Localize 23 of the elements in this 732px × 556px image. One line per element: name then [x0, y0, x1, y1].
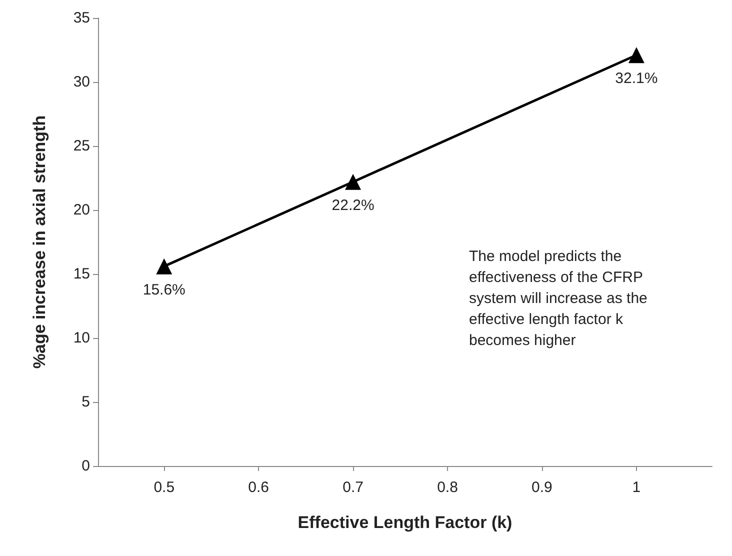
- y-tick-label: 10: [73, 330, 90, 346]
- y-tick-label: 15: [73, 266, 90, 282]
- point: [345, 174, 362, 190]
- data-label: 32.1%: [615, 70, 658, 88]
- point: [156, 258, 172, 274]
- x-tick-label: 0.5: [154, 479, 175, 496]
- y-tick-label: 25: [73, 138, 90, 154]
- point: [628, 47, 644, 64]
- y-tick-label: 20: [73, 202, 90, 218]
- x-tick-label: 0.8: [437, 479, 458, 496]
- y-tick-label: 0: [82, 458, 90, 474]
- y-tick-label: 5: [82, 394, 90, 410]
- data-label: 15.6%: [142, 281, 186, 298]
- x-tick-label: 1: [632, 479, 641, 496]
- y-tick-label: 30: [73, 74, 90, 90]
- x-tick-label: 0.9: [532, 479, 552, 496]
- x-tick-label: 0.7: [342, 479, 364, 496]
- x-axis-title: Effective Length Factor (k): [298, 513, 512, 532]
- y-axis-title: %age increase in axial strength: [30, 115, 49, 369]
- y-tick-label: 35: [73, 10, 90, 26]
- annotation: The model predicts the effectiveness of the CFRP system will increase as the effective length factor k becomes higher: [469, 248, 652, 349]
- data-label: 22.2%: [332, 196, 374, 214]
- x-tick-label: 0.6: [248, 479, 270, 496]
